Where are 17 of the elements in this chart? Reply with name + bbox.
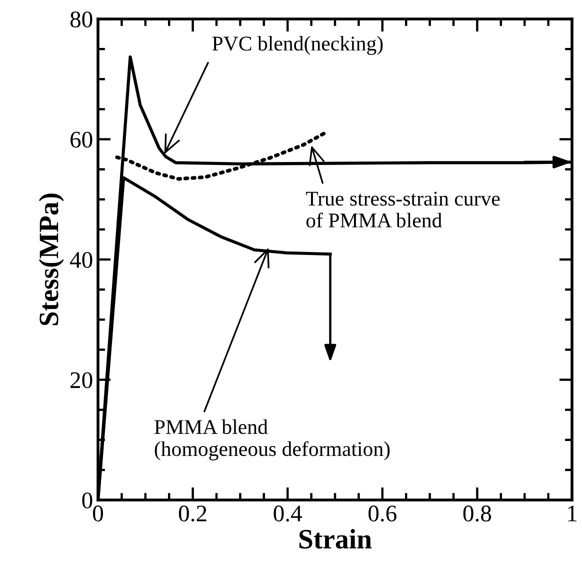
annotation: PMMA blend (homogeneous deformation) xyxy=(154,419,390,460)
y-tick-label: 60 xyxy=(70,132,92,148)
y-axis-title: Stess(MPa) xyxy=(38,194,64,326)
y-tick-label: 20 xyxy=(70,372,92,388)
x-axis-title: Strain xyxy=(299,529,372,549)
x-tick-label: 0.8 xyxy=(463,506,492,522)
y-tick-label: 40 xyxy=(70,252,92,268)
x-tick-label: 1 xyxy=(568,506,576,522)
annotation: PVC blend(necking) xyxy=(212,36,383,55)
y-tick-label: 0 xyxy=(82,492,92,508)
line-series xyxy=(115,130,328,181)
annotation: True stress-strain curve of PMMA blend xyxy=(306,192,500,228)
x-tick-label: 0.6 xyxy=(368,506,396,522)
x-tick-label: 0.4 xyxy=(274,506,302,522)
x-tick-label: 0 xyxy=(92,506,104,522)
x-tick-label: 0.2 xyxy=(178,506,206,522)
y-tick-label: 80 xyxy=(70,11,92,28)
